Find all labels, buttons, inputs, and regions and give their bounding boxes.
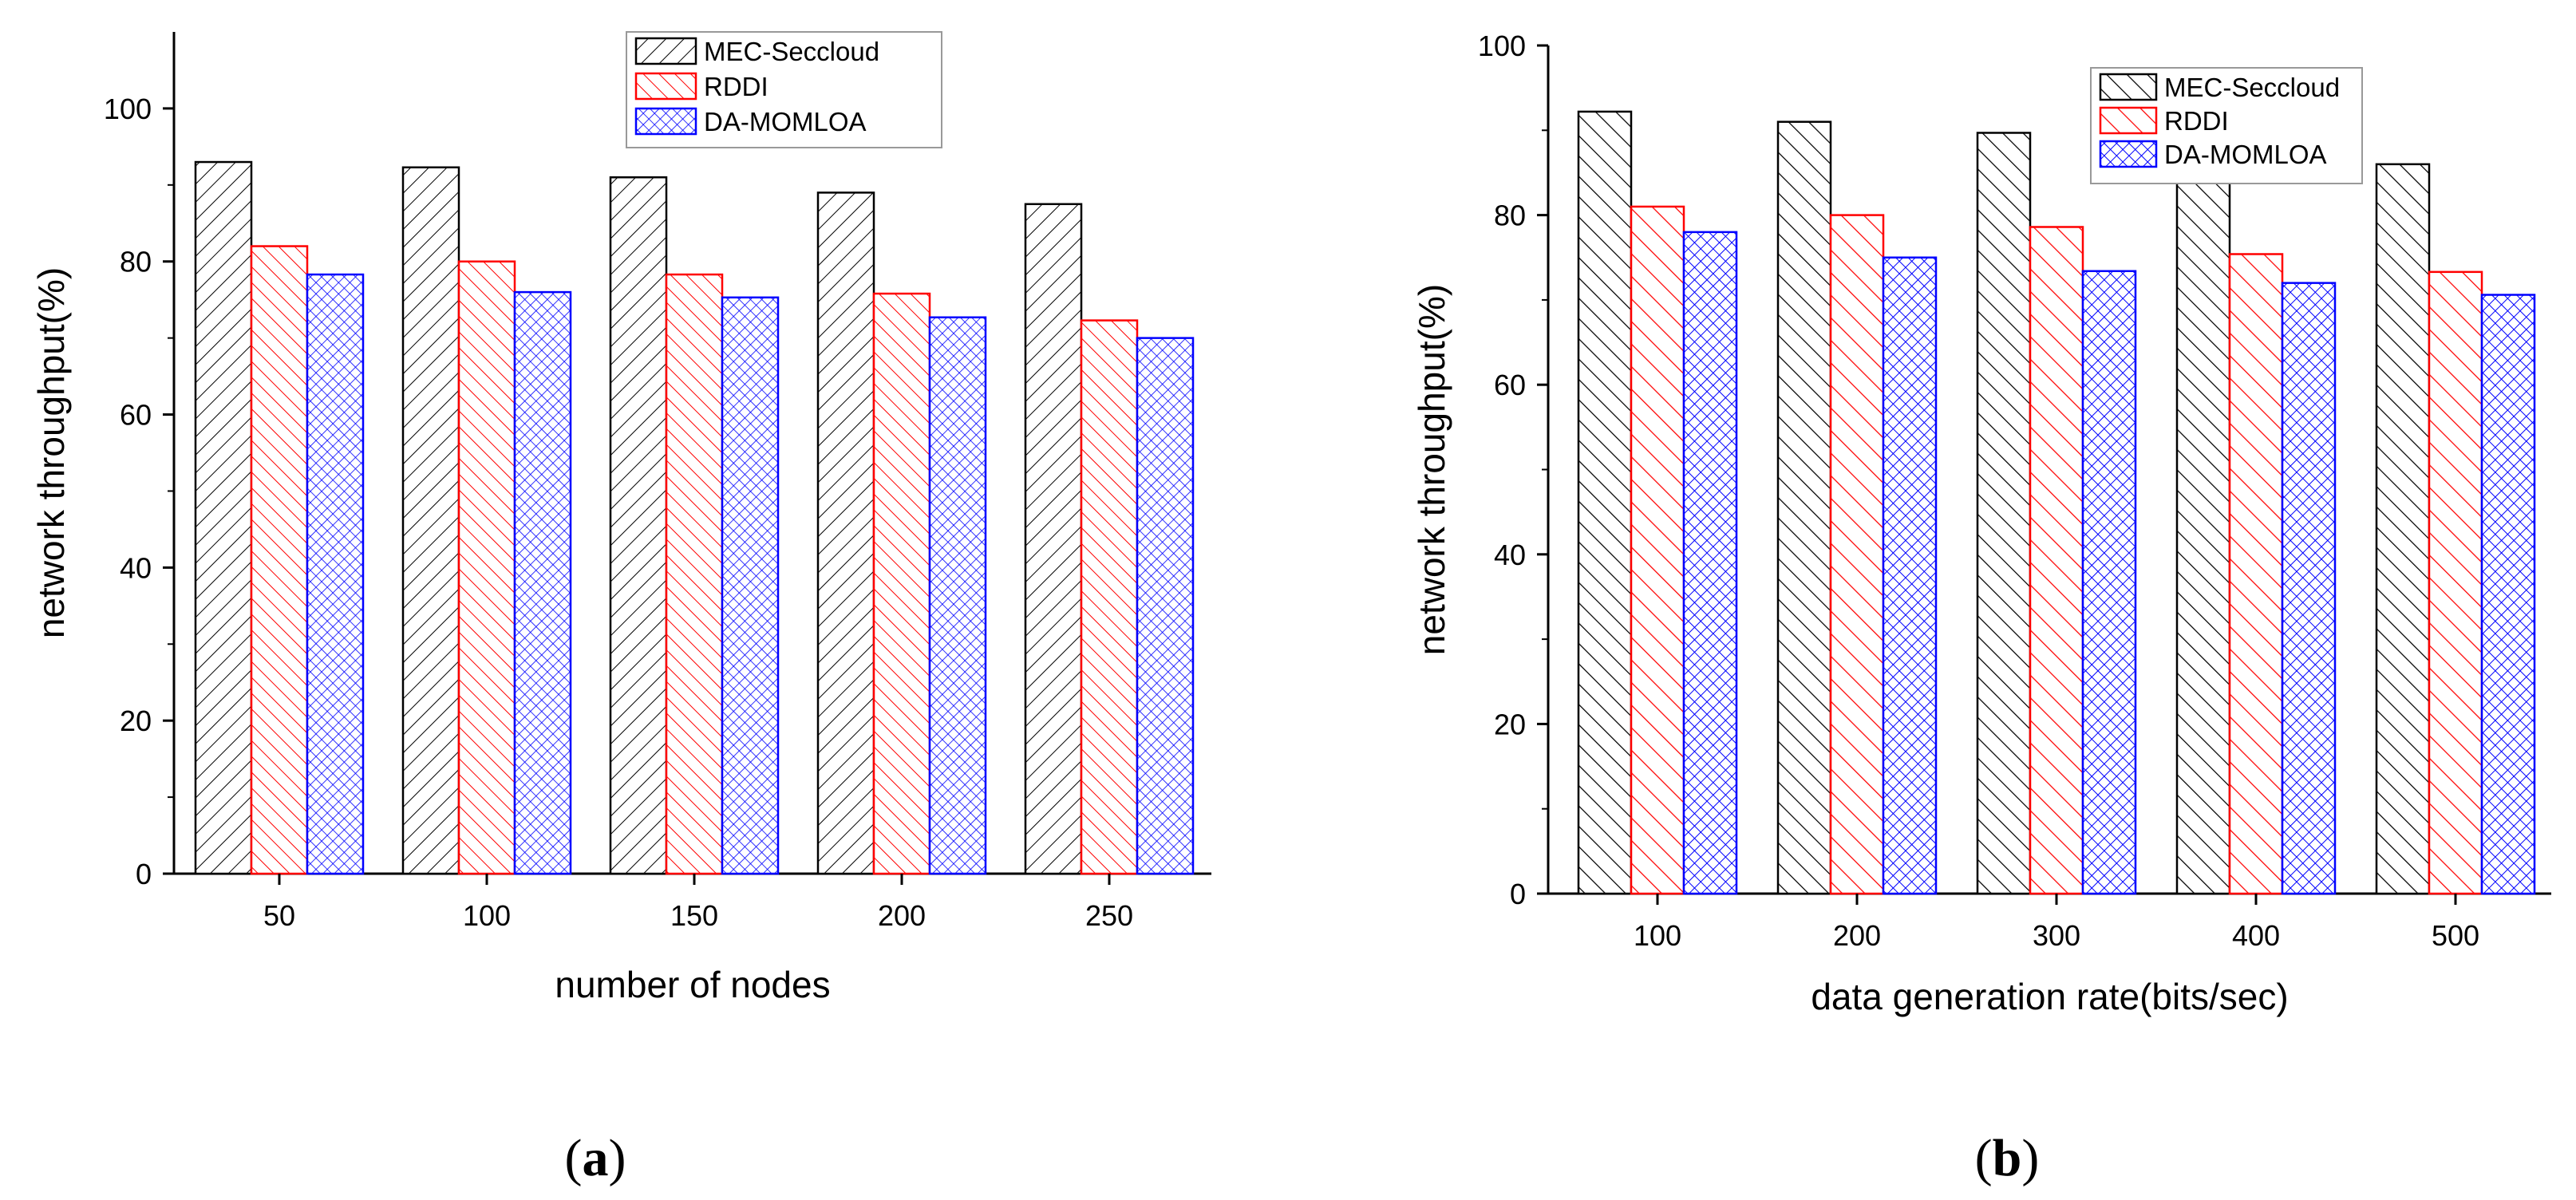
bar-da-momloa-100: [513, 290, 572, 875]
bar-da-momloa-200: [928, 316, 987, 875]
panel-label-a: (a): [565, 1129, 626, 1187]
bar-mec-seccloud-100: [401, 166, 460, 875]
x-tick-label: 100: [463, 899, 511, 932]
x-axis-label: number of nodes: [555, 964, 830, 1005]
bar-rddi-200: [872, 292, 931, 875]
legend: MEC-Seccloud RDDI DA-MOMLOA: [626, 31, 942, 148]
y-tick-label: 20: [120, 705, 152, 737]
legend-swatch-da-momloa: [634, 107, 697, 136]
y-tick-label: 20: [1494, 708, 1526, 740]
y-tick-label: 100: [104, 93, 152, 125]
bar-rddi-150: [665, 273, 724, 875]
bar-mec-seccloud-200: [816, 191, 875, 875]
y-tick-label: 40: [1494, 539, 1526, 571]
bar-da-momloa-50: [306, 273, 365, 875]
legend-swatch-da-momloa: [2099, 140, 2158, 168]
legend-label-mec-seccloud: MEC-Seccloud: [2164, 73, 2340, 102]
legend-swatch-rddi: [2099, 106, 2158, 135]
x-tick-label: 300: [2033, 919, 2080, 952]
bar-rddi-100: [457, 260, 516, 875]
legend-swatch-mec-seccloud: [634, 37, 697, 65]
bar-rddi-250: [1080, 319, 1139, 875]
bar-rddi-200: [1829, 214, 1885, 895]
legend-label-mec-seccloud: MEC-Seccloud: [704, 37, 879, 66]
y-tick-label: 0: [136, 858, 152, 890]
bar-mec-seccloud-150: [609, 176, 668, 875]
x-tick-label: 250: [1085, 899, 1133, 932]
legend-label-da-momloa: DA-MOMLOA: [704, 107, 867, 136]
bar-da-momloa-100: [1682, 231, 1738, 895]
bar-rddi-400: [2228, 253, 2284, 895]
y-tick-label: 0: [1510, 878, 1526, 910]
bar-mec-seccloud-250: [1024, 203, 1083, 875]
x-tick-label: 500: [2432, 919, 2479, 952]
x-tick-label: 50: [263, 899, 295, 932]
legend-label-rddi: RDDI: [2164, 106, 2229, 136]
y-tick-label: 60: [120, 399, 152, 432]
bar-mec-seccloud-100: [1577, 110, 1633, 895]
legend-swatch-mec-seccloud: [2099, 73, 2158, 101]
x-tick-label: 150: [670, 899, 718, 932]
bar-rddi-100: [1630, 205, 1685, 895]
legend-label-rddi: RDDI: [704, 72, 768, 101]
bar-rddi-50: [250, 245, 309, 875]
bar-da-momloa-500: [2480, 294, 2536, 895]
y-tick-label: 80: [1494, 199, 1526, 232]
x-tick-label: 100: [1634, 919, 1681, 952]
bar-mec-seccloud-400: [2175, 154, 2231, 895]
bar-mec-seccloud-500: [2375, 163, 2431, 895]
y-tick-label: 60: [1494, 369, 1526, 401]
bar-da-momloa-250: [1136, 337, 1195, 875]
y-tick-label: 40: [120, 551, 152, 584]
legend: MEC-Seccloud RDDI DA-MOMLOA: [2090, 67, 2363, 184]
x-tick-label: 200: [878, 899, 926, 932]
bar-rddi-500: [2428, 270, 2483, 895]
y-axis-label: network throughput(%): [1411, 284, 1452, 655]
legend-swatch-rddi: [634, 72, 697, 101]
bar-da-momloa-300: [2081, 270, 2137, 895]
bar-mec-seccloud-300: [1976, 132, 2032, 895]
bar-rddi-300: [2029, 226, 2084, 895]
y-tick-label: 80: [120, 246, 152, 278]
y-axis-label: network throughput(%): [30, 267, 72, 638]
bar-mec-seccloud-200: [1776, 120, 1832, 895]
bar-da-momloa-150: [721, 296, 780, 875]
legend-label-da-momloa: DA-MOMLOA: [2164, 140, 2327, 169]
y-tick-label: 100: [1478, 30, 1526, 62]
panel-label-b: (b): [1975, 1129, 2040, 1187]
bar-da-momloa-200: [1882, 256, 1938, 895]
x-tick-label: 200: [1833, 919, 1881, 952]
bar-da-momloa-400: [2281, 282, 2337, 895]
chart-b: 0 20 40 60 80 100 100 200 300 400 500 data generati…: [1411, 30, 2551, 1017]
x-axis-label: data generation rate(bits/sec): [1811, 976, 2288, 1017]
bar-mec-seccloud-50: [194, 160, 253, 875]
x-tick-label: 400: [2232, 919, 2280, 952]
chart-a: 0 20 40 60 80 100 50 100 150 200 250 number of node…: [30, 31, 1211, 1005]
